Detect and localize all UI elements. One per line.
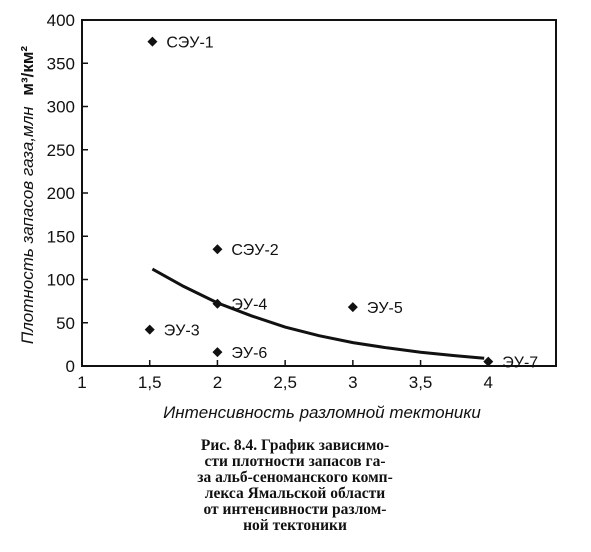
y-axis-label-text: Плотность запасов газа,млн — [18, 106, 37, 344]
x-tick-label: 4 — [484, 373, 493, 392]
point-label: ЭУ-4 — [231, 297, 267, 314]
y-tick-label: 0 — [66, 357, 75, 376]
x-tick-label: 2,5 — [273, 373, 297, 392]
x-tick-label: 1,5 — [138, 373, 162, 392]
y-axis-label: Плотность запасов газа,млн м³/км² — [18, 46, 37, 345]
x-axis-label: Интенсивность разломной тектоники — [163, 403, 481, 422]
point-label: ЭУ-6 — [231, 345, 267, 362]
figure-caption: Рис. 8.4. График зависимо-сти плотности … — [120, 438, 470, 534]
y-tick-label: 100 — [47, 271, 75, 290]
caption-line: от интенсивности разлом- — [203, 501, 387, 518]
data-point — [212, 244, 223, 255]
point-label: ЭУ-3 — [164, 323, 200, 340]
y-tick-label: 250 — [47, 141, 75, 160]
data-point — [212, 347, 223, 358]
trend-line — [151, 267, 485, 360]
x-tick-label: 3 — [348, 373, 357, 392]
data-point — [347, 302, 358, 313]
caption-line: ной тектоники — [243, 517, 347, 534]
x-tick-label: 3,5 — [409, 373, 433, 392]
data-point — [144, 324, 155, 335]
y-axis-unit: м³/км² — [18, 46, 37, 96]
caption-line: лекса Ямальской области — [204, 485, 386, 502]
data-point — [212, 298, 223, 309]
point-label: СЭУ-2 — [231, 242, 278, 259]
y-tick-label: 200 — [47, 184, 75, 203]
caption-line: за альб-сеноманского комп- — [197, 469, 393, 486]
y-tick-label: 350 — [47, 54, 75, 73]
chart: 0 50 100 150 200 250 300 350 400 1 1,5 2 2,5 3 3,5 4 СЭ… — [18, 11, 557, 422]
caption-line: Рис. 8.4. График зависимо- — [200, 437, 390, 454]
point-label: ЭУ-5 — [367, 300, 403, 317]
data-point — [147, 36, 158, 47]
y-tick-label: 400 — [47, 11, 75, 30]
point-label: СЭУ-1 — [166, 35, 213, 52]
y-tick-label: 50 — [56, 314, 75, 333]
plot-frame — [81, 19, 557, 367]
data-point — [483, 356, 494, 367]
caption-line: сти плотности запасов га- — [204, 453, 386, 470]
x-tick-label: 2 — [213, 373, 222, 392]
x-tick-label: 1 — [77, 373, 86, 392]
point-label: ЭУ-7 — [502, 355, 538, 372]
y-tick-label: 300 — [47, 98, 75, 117]
y-tick-label: 150 — [47, 227, 75, 246]
